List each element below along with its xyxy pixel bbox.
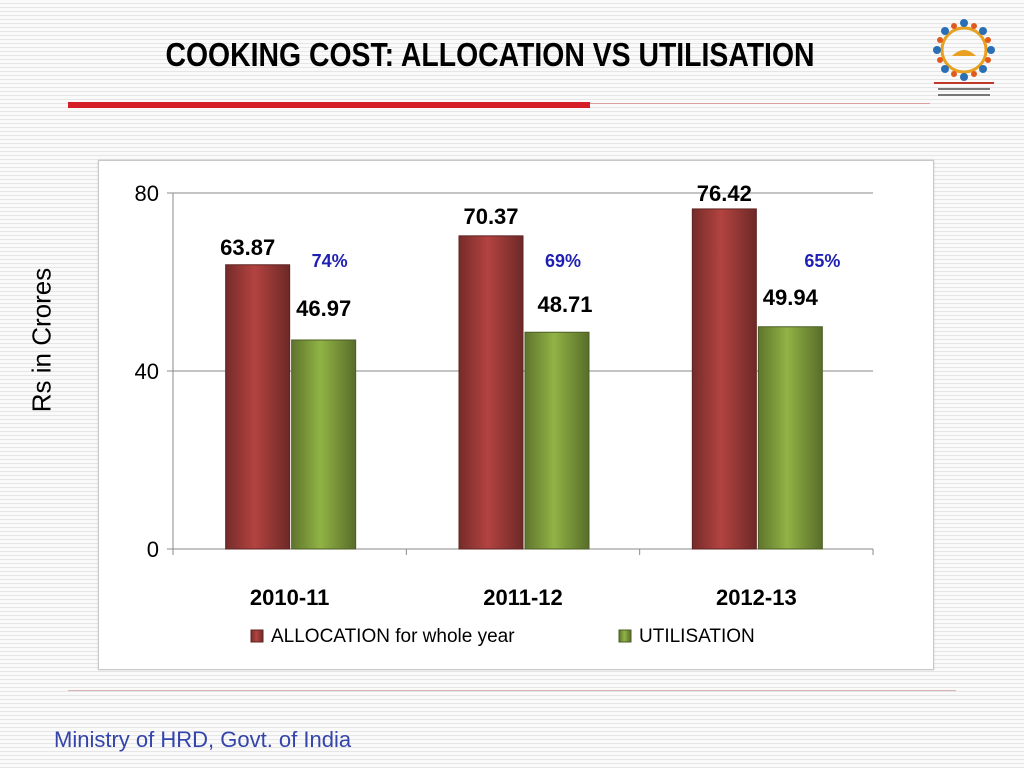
legend-label: ALLOCATION for whole year: [271, 626, 515, 647]
percentage-annotation: 74%: [312, 251, 348, 271]
bar-allocation: [458, 235, 524, 550]
data-label: 48.71: [537, 292, 592, 317]
data-label: 46.97: [296, 296, 351, 321]
footer-text: Ministry of HRD, Govt. of India: [54, 727, 352, 752]
data-label: 49.94: [763, 285, 819, 310]
y-tick-label: 80: [135, 181, 159, 206]
x-category-label: 2012-13: [716, 585, 797, 610]
y-tick-label: 0: [147, 537, 159, 562]
data-label: 63.87: [220, 235, 275, 260]
y-tick-label: 40: [135, 359, 159, 384]
legend-label: UTILISATION: [639, 626, 755, 647]
bar-chart: 0 40 80 63.87 46.97 74% 2010-11 70.37 48.71 69% 20…: [135, 181, 874, 647]
y-axis-label: Rs in Crores: [26, 267, 57, 413]
bar-utilisation: [524, 331, 590, 550]
title-underline-red: [68, 102, 590, 108]
percentage-annotation: 65%: [804, 251, 840, 271]
bar-utilisation: [757, 326, 823, 550]
bar-allocation: [691, 208, 757, 550]
chart-frame: 0 40 80 63.87 46.97 74% 2010-11 70.37 48.71 69% 20…: [98, 160, 934, 670]
data-label: 76.42: [697, 181, 752, 206]
x-category-label: 2010-11: [250, 585, 330, 610]
x-category-label: 2011-12: [483, 585, 563, 610]
title-underline-thin: [590, 103, 930, 104]
percentage-annotation: 69%: [545, 251, 581, 271]
bar-utilisation: [291, 339, 357, 550]
bar-allocation: [225, 264, 291, 550]
legend-swatch: [618, 629, 632, 643]
mid-day-meal-scheme-logo-icon: [933, 19, 995, 96]
legend-swatch: [250, 629, 264, 643]
data-label: 70.37: [463, 204, 518, 229]
footer-divider: [68, 690, 956, 691]
slide-title: COOKING COST: ALLOCATION VS UTILISATION: [165, 36, 815, 73]
